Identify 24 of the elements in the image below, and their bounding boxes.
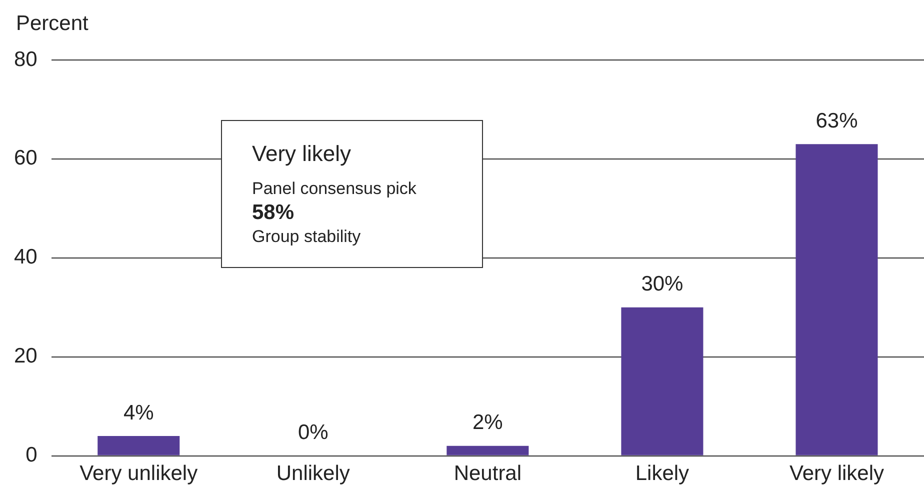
y-tick-label: 60 xyxy=(14,146,38,170)
y-tick-label: 20 xyxy=(14,344,38,368)
annotation: Very likely xyxy=(252,141,352,167)
annotation: Group stability xyxy=(252,227,362,247)
data-label: 63% xyxy=(816,109,858,132)
bar xyxy=(796,144,878,456)
x-tick-label: Very unlikely xyxy=(80,462,198,486)
bar xyxy=(621,307,704,456)
bar xyxy=(446,446,529,456)
x-tick-label: Very likely xyxy=(789,462,884,486)
x-tick-label: Likely xyxy=(635,462,690,486)
y-tick-label: 80 xyxy=(14,48,38,71)
y-axis-title: Percent xyxy=(16,12,88,36)
y-tick-label: 40 xyxy=(14,246,38,269)
annotation: 58% xyxy=(252,201,296,225)
bar xyxy=(98,436,180,456)
x-tick-label: Neutral xyxy=(454,462,522,486)
data-label: 2% xyxy=(472,411,503,434)
data-label: 0% xyxy=(298,421,328,444)
y-tick-label: 0 xyxy=(26,444,38,467)
data-label: 4% xyxy=(123,401,154,424)
x-tick-label: Unlikely xyxy=(276,462,350,486)
data-label: 30% xyxy=(641,272,684,296)
annotation: Panel consensus pick xyxy=(252,179,418,199)
